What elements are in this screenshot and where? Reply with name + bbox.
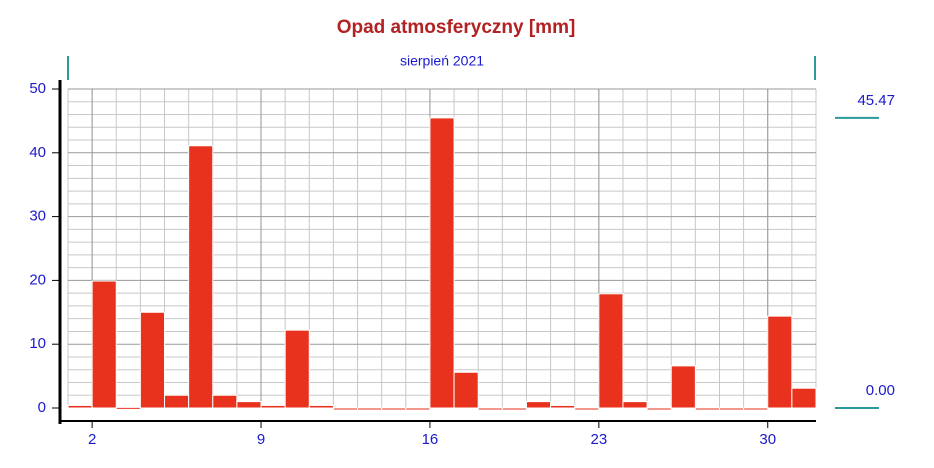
y-tick-label: 20	[29, 271, 46, 288]
y-tick-label: 0	[38, 399, 46, 416]
bar	[550, 404, 576, 409]
bar	[284, 329, 310, 409]
bar	[718, 407, 745, 411]
bar	[236, 401, 262, 409]
bar	[381, 407, 407, 411]
bar	[622, 401, 648, 409]
x-tick-label: 2	[88, 431, 96, 448]
chart-title: Opad atmosferyczny [mm]	[337, 17, 576, 38]
y-tick-label: 30	[29, 208, 46, 225]
bar	[405, 407, 431, 411]
bar	[212, 394, 238, 409]
marker-label: 45.47	[857, 92, 895, 109]
bar	[694, 407, 720, 411]
x-tick-label: 16	[422, 431, 439, 448]
chart-subtitle: sierpień 2021	[400, 53, 484, 69]
bar	[767, 315, 793, 409]
bar	[260, 404, 286, 409]
bar	[67, 404, 93, 409]
bar	[139, 311, 166, 409]
bar	[501, 407, 527, 411]
bar	[598, 293, 624, 409]
bar	[791, 387, 817, 409]
bar	[525, 401, 552, 409]
bars	[67, 117, 817, 411]
x-tick-label: 23	[590, 431, 607, 448]
x-tick-label: 30	[759, 431, 776, 448]
bar	[188, 145, 214, 409]
bar	[453, 371, 479, 409]
bar	[646, 407, 672, 411]
bar	[574, 407, 600, 411]
bar	[357, 407, 383, 411]
bar	[308, 404, 334, 409]
bar	[332, 407, 359, 411]
bar	[477, 407, 503, 411]
axes: 0 10 20 30 40 50 2 9 16 23 30 45.47 0.00	[29, 80, 895, 448]
y-tick-label: 10	[29, 335, 46, 352]
bar	[91, 280, 117, 409]
x-tick-label: 9	[257, 431, 265, 448]
bar	[743, 407, 769, 411]
bar	[670, 365, 696, 409]
bar	[429, 117, 455, 409]
bar	[164, 394, 190, 409]
marker-label: 0.00	[866, 382, 895, 399]
y-tick-label: 40	[29, 144, 46, 161]
bar	[115, 406, 141, 410]
y-tick-label: 50	[29, 80, 46, 97]
